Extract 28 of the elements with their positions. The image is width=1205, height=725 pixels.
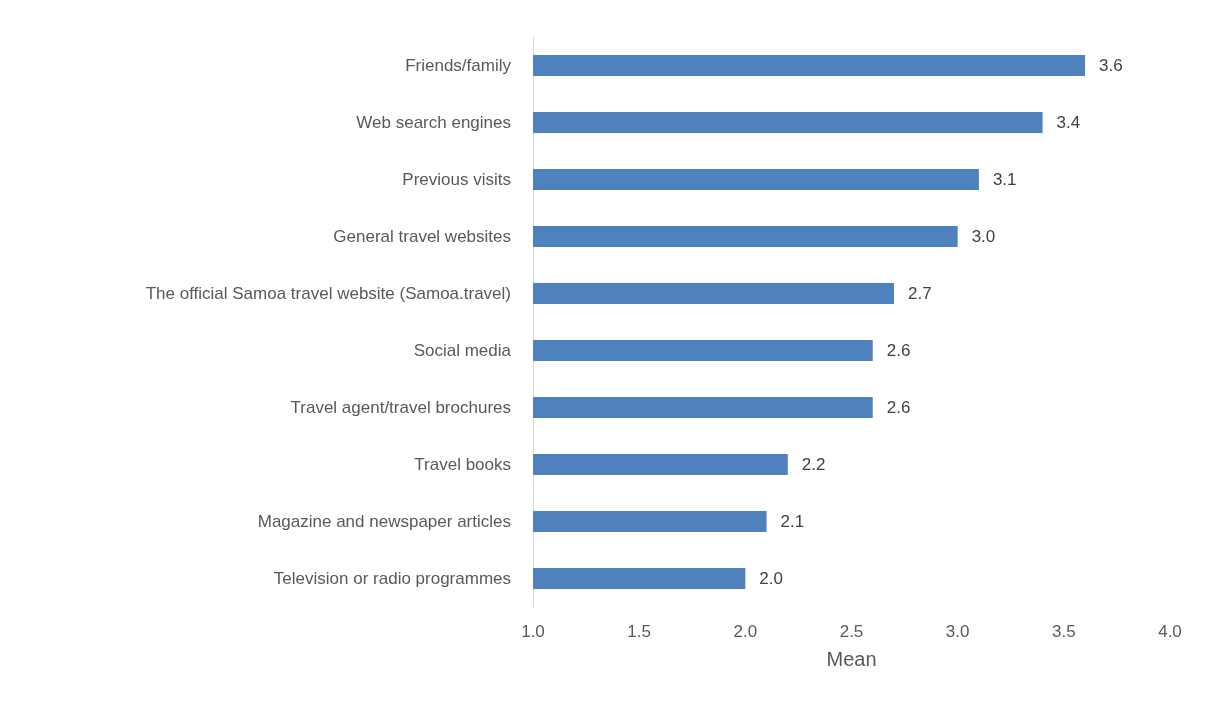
x-axis-title: Mean	[826, 648, 877, 670]
x-tick-label: 1.5	[627, 622, 651, 641]
x-tick-label: 1.0	[521, 622, 545, 641]
x-tick-label: 4.0	[1158, 622, 1182, 641]
y-tick-label: Social media	[413, 341, 512, 360]
y-tick-label: Friends/family	[405, 56, 512, 75]
y-tick-label: Travel agent/travel brochures	[290, 398, 511, 417]
data-label: 2.1	[780, 512, 805, 531]
y-tick-label: Web search engines	[356, 113, 511, 132]
y-tick-label: Magazine and newspaper articles	[257, 512, 511, 531]
x-tick-label: 2.5	[839, 622, 864, 641]
data-label: 3.0	[971, 227, 996, 246]
y-tick-label: Previous visits	[402, 170, 511, 189]
data-label: 2.2	[801, 455, 826, 474]
data-label: 2.0	[759, 569, 783, 588]
x-tick-label: 3.5	[1052, 622, 1076, 641]
y-tick-label: Television or radio programmes	[273, 569, 511, 588]
data-label: 3.6	[1099, 56, 1123, 75]
data-label: 3.4	[1056, 113, 1081, 132]
data-label: 2.7	[907, 284, 932, 303]
y-tick-label: Travel books	[414, 455, 511, 474]
data-label: 3.1	[992, 170, 1017, 189]
x-tick-label: 2.0	[733, 622, 758, 641]
y-tick-label: The official Samoa travel website (Samoa.travel)	[145, 284, 511, 303]
data-label: 2.6	[886, 398, 911, 417]
x-tick-label: 3.0	[945, 622, 970, 641]
data-label: 2.6	[886, 341, 911, 360]
y-tick-label: General travel websites	[333, 227, 511, 246]
